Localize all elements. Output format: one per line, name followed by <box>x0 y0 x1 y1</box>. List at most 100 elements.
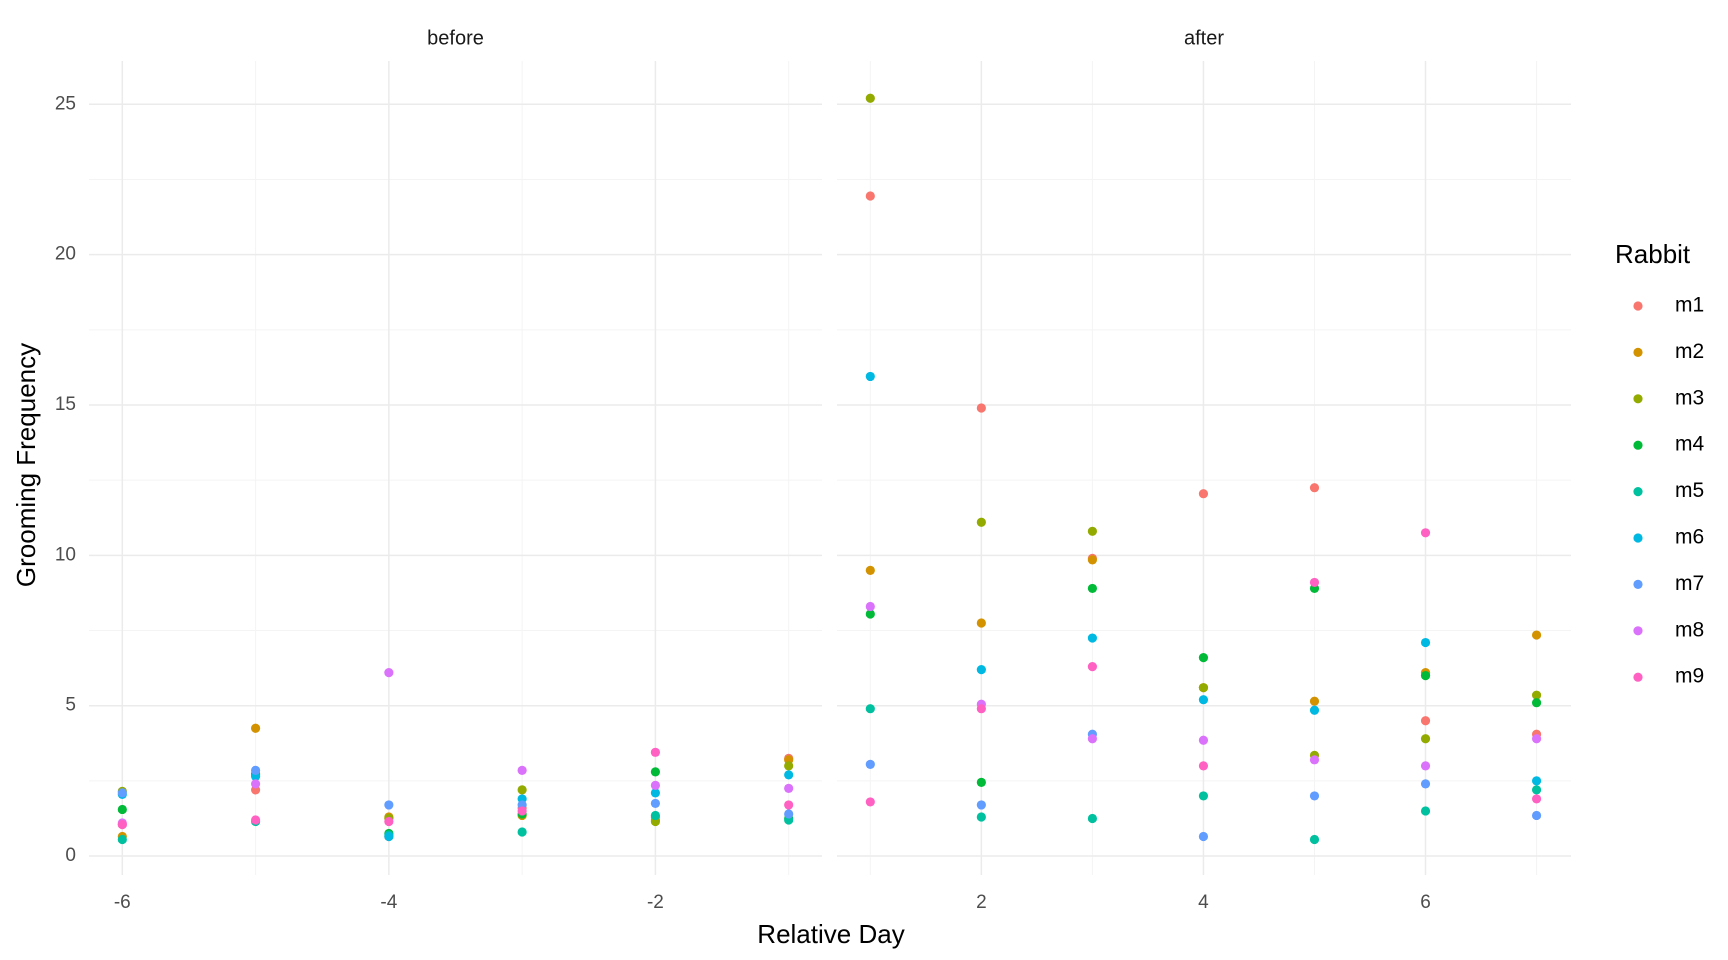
point <box>865 609 875 619</box>
point <box>1420 716 1431 726</box>
y-tick-label: 10 <box>55 544 76 565</box>
point <box>250 815 261 825</box>
point <box>384 800 394 810</box>
point <box>250 765 261 775</box>
legend-label: m2 <box>1675 340 1704 363</box>
point <box>865 601 875 612</box>
point <box>976 403 986 413</box>
point <box>1309 791 1320 801</box>
point <box>865 797 875 807</box>
point <box>117 788 127 798</box>
legend-label: m1 <box>1675 294 1704 317</box>
point <box>1087 555 1098 565</box>
point <box>250 723 261 733</box>
point <box>1420 806 1431 816</box>
point <box>976 704 986 714</box>
point <box>1087 526 1098 536</box>
point <box>1531 734 1542 744</box>
x-axis-title: Relative Day <box>757 919 904 949</box>
legend-label: m9 <box>1675 665 1704 688</box>
point <box>650 788 661 798</box>
point <box>1531 698 1542 708</box>
point <box>1198 489 1209 499</box>
point <box>784 809 794 819</box>
point <box>976 812 986 822</box>
point <box>384 668 394 678</box>
point <box>1198 683 1209 693</box>
point <box>1531 776 1542 786</box>
legend-label: m7 <box>1675 572 1704 595</box>
point <box>1309 696 1320 706</box>
point <box>1309 755 1320 765</box>
point <box>1531 794 1542 804</box>
point <box>1531 810 1542 821</box>
legend-label: m8 <box>1675 618 1704 641</box>
point <box>1420 779 1431 789</box>
point <box>1087 633 1098 643</box>
point <box>865 759 875 769</box>
legend-label: m5 <box>1675 479 1704 502</box>
point <box>1420 528 1431 538</box>
legend-key <box>1633 487 1643 497</box>
y-axis-title: Grooming Frequency <box>11 343 41 587</box>
x-tick-label: -2 <box>647 892 664 913</box>
point <box>1087 662 1098 672</box>
point <box>117 804 127 815</box>
point <box>1309 705 1320 715</box>
point <box>517 806 527 816</box>
point <box>784 800 794 810</box>
point <box>650 810 661 821</box>
point <box>784 783 794 793</box>
x-tick-label: 2 <box>976 892 987 913</box>
facet-title: after <box>1184 27 1224 49</box>
legend-key <box>1633 533 1643 543</box>
point <box>1198 735 1209 745</box>
y-tick-label: 25 <box>55 93 76 114</box>
point <box>1087 734 1098 744</box>
legend-label: m6 <box>1675 526 1704 549</box>
point <box>650 747 661 757</box>
x-tick-label: -4 <box>380 892 397 913</box>
y-tick-label: 0 <box>65 845 76 866</box>
point <box>1531 630 1542 640</box>
legend-key <box>1633 301 1643 311</box>
point <box>517 765 527 775</box>
point <box>650 798 661 809</box>
point <box>784 761 794 771</box>
point <box>865 93 875 103</box>
point <box>1531 690 1542 700</box>
point <box>1531 785 1542 795</box>
point <box>1198 761 1209 771</box>
point <box>1420 734 1431 744</box>
legend-key <box>1633 672 1643 682</box>
point <box>250 779 261 789</box>
x-tick-label: -6 <box>114 892 131 913</box>
point <box>976 618 986 628</box>
point <box>1087 813 1098 824</box>
point <box>1309 483 1320 493</box>
y-tick-label: 20 <box>55 244 76 265</box>
point <box>650 780 661 790</box>
point <box>1087 583 1098 594</box>
legend-key <box>1633 579 1643 590</box>
point <box>650 767 661 777</box>
point <box>1420 671 1431 681</box>
point <box>865 191 875 201</box>
point <box>517 785 527 795</box>
y-tick-label: 5 <box>65 695 76 716</box>
x-tick-label: 6 <box>1420 892 1431 913</box>
point <box>1309 834 1320 845</box>
point <box>976 517 986 527</box>
point <box>865 704 875 714</box>
facet-title: before <box>427 27 484 49</box>
legend-title: Rabbit <box>1615 239 1691 269</box>
x-tick-label: 4 <box>1198 892 1209 913</box>
legend-key <box>1633 626 1643 636</box>
point <box>976 800 986 810</box>
point <box>384 831 394 842</box>
point <box>976 777 986 787</box>
point <box>784 770 794 780</box>
point <box>1198 831 1209 842</box>
point <box>384 816 394 827</box>
